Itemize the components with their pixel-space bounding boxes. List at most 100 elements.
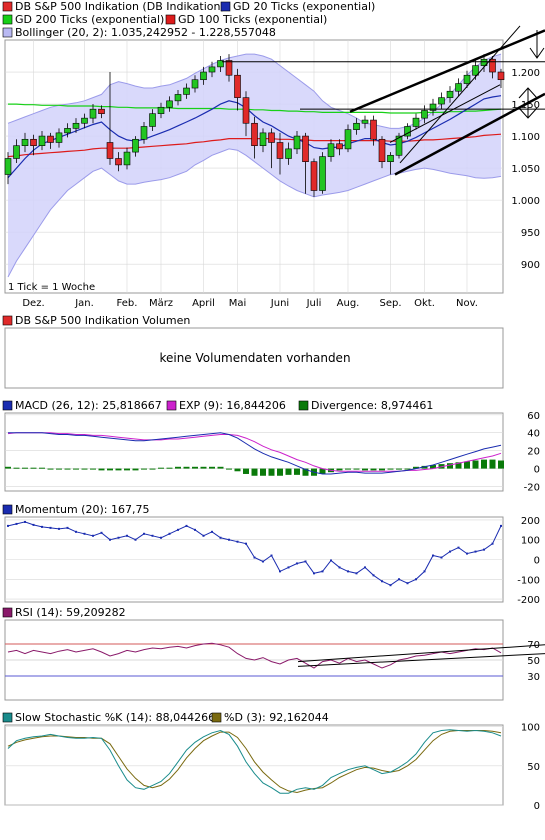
momentum-point (7, 524, 9, 527)
momentum-point (372, 574, 375, 577)
momentum-point (211, 530, 213, 533)
price-y-tick: 900 (521, 260, 540, 271)
momentum-panel: Momentum (20): 167,75 200 100 0 -100 -200 (2, 503, 540, 606)
legend-label-sma20: GD 20 Ticks (exponential) (233, 0, 375, 13)
price-x-tick: Sep. (379, 298, 401, 309)
double-arrow (518, 87, 538, 119)
divergence-bar (404, 468, 411, 470)
candle-body (30, 138, 37, 146)
candle-body (446, 90, 454, 98)
divergence-bar (430, 465, 436, 469)
candles (4, 54, 505, 197)
divergence-bar (107, 468, 113, 471)
candle-body (242, 97, 250, 124)
candle-body (251, 122, 258, 146)
candle-body (455, 83, 462, 92)
divergence-bar (251, 468, 258, 476)
legend-label-rsi: RSI (14): 59,209282 (15, 606, 126, 619)
divergence-bar (13, 467, 20, 469)
rsi-y-tick: 30 (527, 672, 540, 683)
momentum-point (457, 546, 460, 549)
candle-body (132, 138, 139, 153)
candle-body (463, 74, 471, 84)
candle-body (98, 108, 105, 114)
momentum-point (58, 527, 60, 530)
legend-swatch-bollinger (2, 27, 13, 38)
price-x-tick: Juni (270, 298, 289, 309)
momentum-y-tick: -200 (517, 595, 540, 606)
momentum-point (466, 552, 468, 555)
candle-body (55, 132, 63, 143)
momentum-point (321, 570, 324, 573)
candle-body (378, 138, 386, 162)
divergence-bar (30, 467, 37, 469)
price-y-tick: 1.150 (511, 100, 540, 111)
macd-y-tick: 40 (527, 429, 540, 440)
momentum-point (160, 536, 162, 539)
momentum-point (185, 524, 188, 527)
candle-body (302, 135, 309, 162)
divergence-bar (387, 468, 394, 470)
candle-body (353, 122, 360, 130)
divergence-bar (175, 466, 181, 469)
divergence-bar (285, 468, 292, 475)
divergence-bar (464, 461, 470, 469)
candle-body (319, 156, 326, 191)
divergence-bar (56, 468, 62, 470)
legend-swatch-stoch-k (2, 712, 13, 723)
trend-line (349, 29, 545, 113)
legend-label-divergence: Divergence: 8,974461 (311, 399, 433, 412)
momentum-point (92, 534, 94, 537)
price-x-tick: Juli (306, 298, 322, 309)
candle-body (285, 148, 292, 159)
candle-body (140, 126, 148, 140)
momentum-point (126, 534, 128, 537)
price-x-tick: Okt. (414, 298, 435, 309)
candle-body (38, 135, 46, 146)
tick-note: 1 Tick = 1 Woche (8, 282, 95, 293)
momentum-point (491, 542, 494, 545)
divergence-bar (498, 460, 504, 469)
candle-body (472, 65, 479, 76)
legend-swatch-sma200 (2, 14, 13, 25)
divergence-bar (141, 468, 147, 470)
momentum-point (389, 584, 392, 587)
divergence-bar (243, 468, 249, 474)
stoch-y-tick: 100 (521, 723, 540, 734)
candle-body (47, 135, 54, 143)
divergence-bar (158, 467, 164, 469)
momentum-point (228, 538, 230, 541)
divergence-bar (481, 459, 487, 469)
candle-body (438, 97, 445, 105)
divergence-bar (22, 467, 28, 469)
trend-line (399, 25, 521, 164)
candle-body (327, 143, 335, 157)
momentum-point (355, 572, 358, 575)
macd-plot: 60 40 20 0 -20 (5, 411, 540, 494)
candle-body (489, 58, 496, 73)
price-y-tick: 1.050 (511, 164, 540, 175)
divergence-bar (260, 468, 266, 476)
legend-label-stoch-d: %D (3): 92,162044 (224, 711, 329, 724)
candle-body (293, 135, 301, 150)
candle-body (310, 161, 318, 191)
legend-label-exp: EXP (9): 16,844206 (179, 399, 286, 412)
momentum-y-tick: 200 (521, 516, 540, 527)
momentum-point (168, 532, 171, 535)
momentum-point (245, 542, 247, 545)
momentum-point (66, 526, 69, 529)
divergence-bar (81, 468, 88, 470)
divergence-bar (183, 466, 190, 469)
momentum-point (398, 578, 400, 581)
momentum-point (330, 559, 332, 562)
momentum-point (381, 580, 383, 583)
macd-line (8, 432, 502, 475)
candle-body (72, 122, 80, 129)
momentum-point (236, 540, 239, 543)
legend-swatch-divergence (298, 400, 309, 411)
bollinger-fill (8, 54, 501, 277)
momentum-point (313, 572, 315, 575)
candle-body (81, 117, 88, 124)
